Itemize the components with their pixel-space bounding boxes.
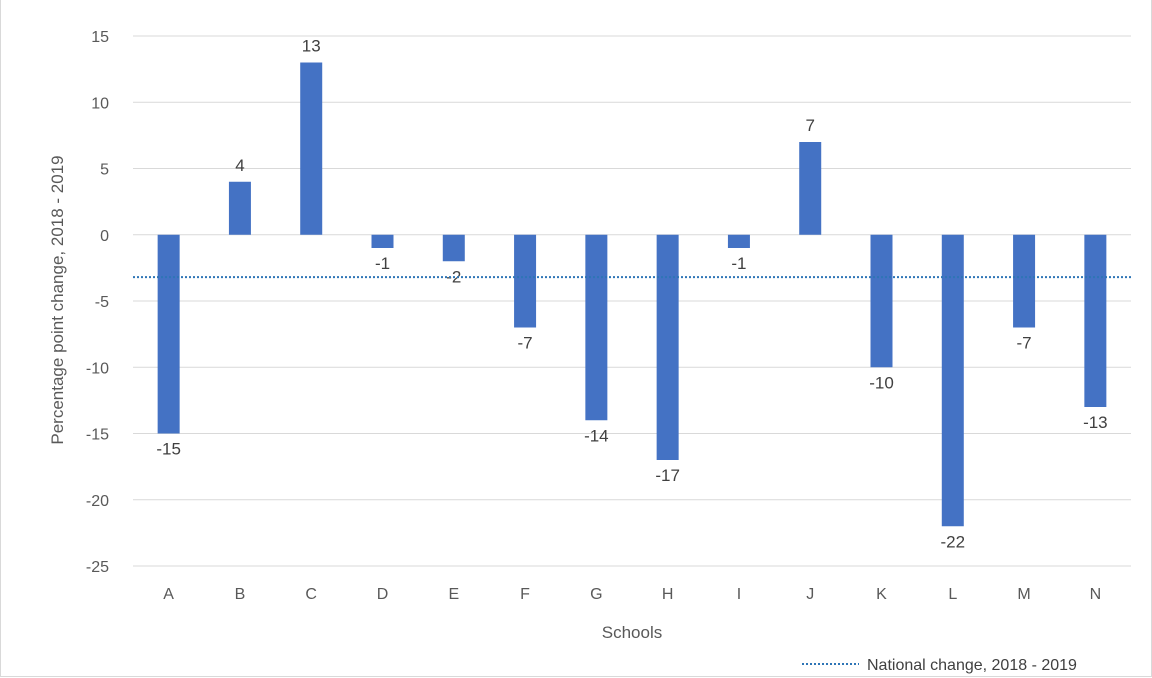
- x-tick-label: I: [737, 586, 741, 603]
- bar-l: [941, 234, 964, 527]
- y-tick-label: -20: [86, 493, 109, 510]
- data-label-g: -14: [584, 426, 609, 445]
- y-axis-ticks: 15 10 5 0 -5 -10 -15 -20 -25: [86, 29, 109, 576]
- x-tick-label: E: [448, 586, 459, 603]
- data-label-b: 4: [235, 156, 244, 175]
- x-tick-label: L: [948, 586, 957, 603]
- x-tick-label: J: [806, 586, 814, 603]
- y-tick-label: 5: [100, 162, 109, 179]
- y-tick-label: -5: [95, 294, 109, 311]
- bar-e: [442, 234, 465, 262]
- bar-j: [799, 142, 822, 235]
- bar-f: [514, 234, 537, 328]
- legend-label: National change, 2018 - 2019: [867, 657, 1077, 674]
- legend: National change, 2018 - 2019: [802, 657, 1077, 674]
- bar-m: [1013, 234, 1036, 328]
- bar-a: [157, 234, 180, 434]
- bar-c: [300, 62, 323, 235]
- bar-g: [585, 234, 608, 421]
- x-tick-label: G: [590, 586, 602, 603]
- x-tick-label: M: [1017, 586, 1030, 603]
- data-label-i: -1: [731, 254, 746, 273]
- bar-i: [727, 234, 750, 248]
- x-tick-label: N: [1090, 586, 1102, 603]
- data-label-m: -7: [1017, 334, 1032, 353]
- data-label-n: -13: [1083, 413, 1108, 432]
- bar-n: [1084, 234, 1107, 407]
- bar-d: [371, 234, 394, 248]
- data-label-d: -1: [375, 254, 390, 273]
- bars: [157, 62, 1107, 527]
- x-tick-label: H: [662, 586, 674, 603]
- y-tick-label: -25: [86, 559, 109, 576]
- x-axis-ticks: A B C D E F G H I J K L M N: [163, 586, 1101, 603]
- data-label-j: 7: [805, 116, 814, 135]
- x-tick-label: B: [235, 586, 246, 603]
- bar-b: [228, 181, 251, 235]
- data-label-a: -15: [156, 440, 181, 459]
- y-tick-label: -10: [86, 360, 109, 377]
- x-axis-title: Schools: [602, 623, 662, 642]
- y-tick-label: 10: [91, 95, 109, 112]
- x-tick-label: F: [520, 586, 530, 603]
- x-tick-label: C: [305, 586, 317, 603]
- data-label-h: -17: [655, 466, 680, 485]
- data-label-f: -7: [518, 334, 533, 353]
- y-tick-label: 15: [91, 29, 109, 46]
- data-label-k: -10: [869, 373, 894, 392]
- y-tick-label: -15: [86, 427, 109, 444]
- x-tick-label: D: [377, 586, 389, 603]
- x-tick-label: K: [876, 586, 887, 603]
- y-tick-label: 0: [100, 228, 109, 245]
- gridlines: [133, 35, 1131, 567]
- bar-k: [870, 234, 893, 368]
- y-axis-title: Percentage point change, 2018 - 2019: [48, 155, 67, 444]
- data-label-c: 13: [302, 37, 321, 56]
- bar-h: [656, 234, 679, 460]
- x-tick-label: A: [163, 586, 174, 603]
- data-label-l: -22: [940, 532, 965, 551]
